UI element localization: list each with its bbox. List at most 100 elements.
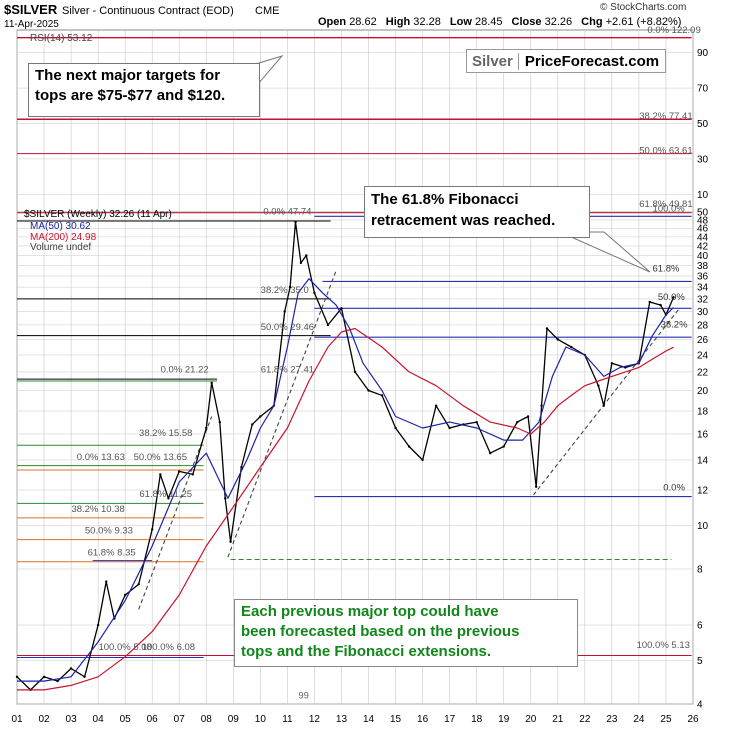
fib-level-label: 0.0% 122.09 [647,25,700,36]
y-tick-label: 34 [697,283,709,294]
y-tick-label: 50 [697,208,709,219]
price-point [56,679,59,683]
upper-tick-label: 70 [697,84,709,95]
description-label: Silver - Continuous Contract (EOD) [62,5,234,17]
y-tick-label: 14 [697,455,709,466]
fib-level-label: 50.0% 29.46 [261,322,314,333]
trend-dashed-line [533,307,680,496]
high-label: High [386,16,411,28]
x-tick-label: 06 [147,714,159,725]
y-tick-label: 28 [697,320,709,331]
callout-line: tops are $75-$77 and $120. [35,87,226,104]
price-point [570,345,573,349]
price-point [380,394,384,397]
x-tick-label: 18 [471,714,483,725]
price-point [516,420,519,424]
upper-tick-label: 10 [697,190,709,201]
y-tick-label: 5 [697,656,703,667]
x-tick-label: 26 [687,714,699,725]
price-point [210,381,213,385]
trend-dashed-line [138,416,213,610]
price-point [526,415,530,418]
y-tick-label: 44 [697,232,709,243]
y-tick-label: 8 [697,564,703,575]
chart-header: $SILVER Silver - Continuous Contract (EO… [4,2,686,253]
y-tick-label: 36 [697,271,709,282]
price-legend: $SILVER (Weekly) 32.26 (11 Apr) [24,209,172,220]
y-tick-label: 20 [697,386,709,397]
price-point [597,384,600,387]
x-tick-label: 13 [336,714,348,725]
callout-line: The next major targets for [35,67,221,84]
y-tick-label: 42 [697,241,709,252]
x-tick-label: 05 [120,714,132,725]
x-tick-label: 25 [660,714,672,725]
price-point [288,285,292,289]
price-point [448,426,451,430]
fibonacci-callout: The 61.8% Fibonacci retracement was reac… [364,186,590,238]
price-point [659,303,662,307]
y-tick-label: 32 [697,294,709,305]
price-point [326,323,330,327]
callout-line: The 61.8% Fibonacci [371,191,519,208]
fib-level-label: 38.2% 35.0 [261,285,309,296]
x-tick-label: 09 [228,714,240,725]
low-label: Low [450,16,472,28]
fib-level-label: 61.8% 11.25 [139,489,192,500]
fib-level-label: 38.2% 10.38 [71,504,124,515]
y-tick-label: 22 [697,367,709,378]
price-point [259,415,262,418]
x-tick-label: 15 [390,714,402,725]
y-tick-label: 24 [697,350,709,361]
low-value: 28.45 [475,16,503,28]
upper-tick-label: 90 [697,48,709,59]
open-label: Open [318,16,346,28]
price-point [137,582,140,586]
x-tick-label: 03 [66,714,78,725]
trend-dashed-line [227,270,337,558]
price-point [648,300,651,304]
x-tick-label: 08 [201,714,213,725]
price-point [151,528,154,531]
price-point [556,338,559,341]
y-tick-label: 10 [697,521,709,532]
price-point [159,473,162,476]
exchange-label: CME [255,5,279,17]
x-tick-label: 24 [633,714,645,725]
y-tick-label: 38 [697,261,709,272]
brand-priceforecast: PriceForecast.com [518,52,666,70]
x-tick-label: 17 [444,714,456,725]
x-tick-label: 07 [174,714,186,725]
y-tick-label: 48 [697,215,709,226]
price-point [96,623,100,627]
fib-level-label: 100.0% 5.13 [637,640,690,651]
price-point [15,675,19,678]
callout-line: retracement was reached. [371,212,556,229]
x-tick-label: 14 [363,714,375,725]
price-point [540,404,543,407]
callout-line: been forecasted based on the previous [241,623,520,640]
open-value: 28.62 [349,16,377,28]
x-tick-label: 11 [282,714,293,725]
upper-tick-label: 50 [697,119,709,130]
y-tick-label: 4 [697,700,703,711]
price-point [123,593,127,597]
forecast-callout: Each previous major top could have been … [234,599,578,667]
price-point [251,423,254,426]
fib-level-label: 100.0% 6.08 [142,642,195,653]
y-tick-label: 12 [697,485,709,496]
price-point [105,580,108,583]
upper-tick-label: 30 [697,154,709,165]
price-point [69,667,73,670]
y-tick-label: 30 [697,307,709,318]
x-tick-label: 10 [255,714,267,725]
fibonacci-levels [17,36,692,658]
price-point [534,485,538,488]
series-line [17,327,674,691]
x-tick-label: 22 [579,714,591,725]
fib-level-label: 0.0% 13.63 [77,452,125,463]
x-tick-label: 23 [606,714,618,725]
x-tick-label: 04 [93,714,105,725]
fib-level-label: 38.2% [661,320,688,331]
price-point [353,370,357,374]
